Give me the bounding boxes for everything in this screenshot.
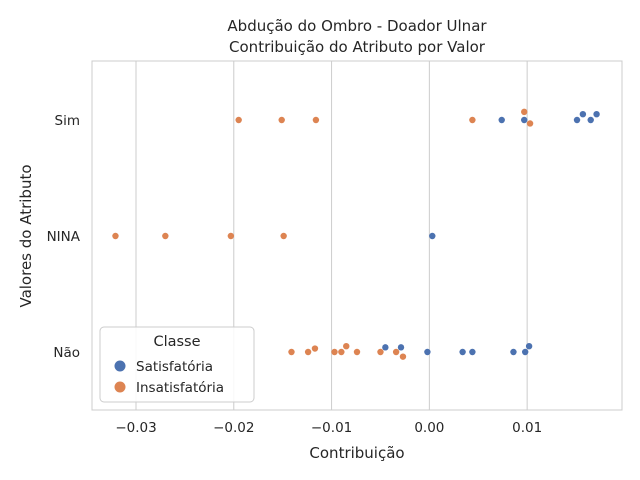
data-point-satisfatoria [459, 348, 466, 356]
data-point-satisfatoria [397, 344, 405, 351]
y-tick-label-nao: Não [53, 345, 80, 361]
y-tick-label-nina: NINA [47, 229, 81, 245]
data-point-satisfatoria [424, 348, 431, 356]
data-point-satisfatoria [521, 116, 528, 124]
data-point-insatisfatoria [112, 232, 119, 240]
y-tick-label-sim: Sim [55, 113, 80, 129]
data-point-insatisfatoria [343, 343, 350, 350]
y-axis-label: Valores do Atributo [17, 164, 35, 307]
data-point-satisfatoria [469, 348, 476, 356]
x-axis-label: Contribuição [309, 444, 404, 462]
data-point-insatisfatoria [399, 353, 407, 360]
data-point-insatisfatoria [227, 232, 235, 240]
x-tick-label: 0.00 [414, 420, 444, 436]
data-point-satisfatoria [429, 232, 436, 240]
data-point-satisfatoria [579, 111, 587, 118]
x-axis-ticks: −0.03 −0.02 −0.01 0.00 0.01 [115, 420, 542, 436]
chart-title-line2: Contribuição do Atributo por Valor [229, 38, 486, 56]
data-point-satisfatoria [573, 116, 581, 124]
data-point-satisfatoria [521, 348, 529, 356]
data-point-insatisfatoria [235, 116, 242, 124]
data-point-satisfatoria [525, 343, 533, 350]
data-point-insatisfatoria [331, 348, 338, 356]
chart-title-line1: Abdução do Ombro - Doador Ulnar [227, 17, 487, 35]
x-tick-label: −0.02 [213, 420, 254, 436]
data-point-insatisfatoria [311, 345, 319, 352]
legend-marker-satisfatoria [114, 360, 126, 372]
data-point-insatisfatoria [312, 116, 320, 124]
legend-title: Classe [153, 334, 200, 350]
data-points [112, 108, 600, 360]
x-tick-label: −0.01 [311, 420, 352, 436]
legend-label-insatisfatoria: Insatisfatória [136, 380, 224, 396]
data-point-satisfatoria [382, 344, 389, 351]
data-point-insatisfatoria [338, 348, 345, 356]
data-point-satisfatoria [593, 111, 600, 118]
data-point-satisfatoria [498, 116, 505, 124]
x-tick-label: −0.03 [115, 420, 156, 436]
legend-label-satisfatoria: Satisfatória [136, 359, 213, 375]
data-point-insatisfatoria [162, 232, 169, 240]
legend-marker-insatisfatoria [114, 381, 126, 393]
data-point-satisfatoria [587, 116, 594, 124]
x-tick-label: 0.01 [512, 420, 542, 436]
data-point-insatisfatoria [304, 348, 312, 356]
data-point-insatisfatoria [278, 116, 285, 124]
y-axis-ticks: Sim NINA Não [47, 113, 81, 361]
data-point-satisfatoria [510, 348, 517, 356]
data-point-insatisfatoria [526, 120, 534, 127]
data-point-insatisfatoria [521, 108, 528, 116]
data-point-insatisfatoria [353, 348, 361, 356]
plot-frame [91, 60, 623, 411]
legend-box [99, 326, 255, 403]
data-point-insatisfatoria [377, 348, 384, 356]
data-point-insatisfatoria [280, 232, 287, 240]
data-point-insatisfatoria [469, 116, 476, 124]
data-point-insatisfatoria [288, 348, 295, 356]
legend: Classe Satisfatória Insatisfatória [99, 326, 255, 403]
data-point-insatisfatoria [392, 348, 400, 356]
